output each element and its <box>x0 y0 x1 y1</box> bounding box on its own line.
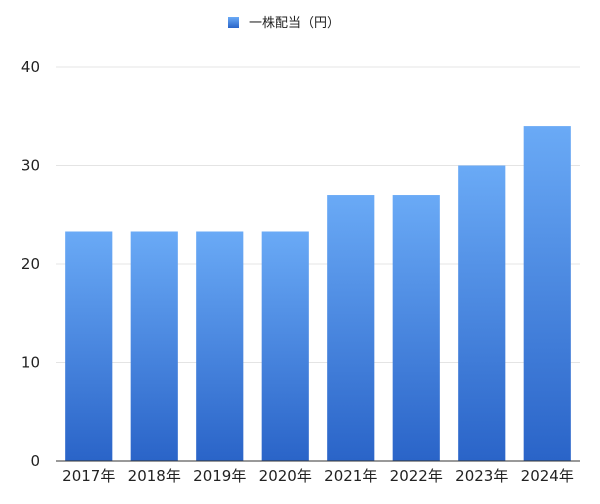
x-tick-label: 2022年 <box>390 467 443 485</box>
bar <box>65 231 113 461</box>
bar <box>261 231 309 461</box>
x-tick-label: 2021年 <box>324 467 377 485</box>
y-tick-label: 10 <box>21 354 40 372</box>
legend-swatch <box>228 17 239 28</box>
x-axis-ticks: 2017年 2018年 2019年 2020年 2021年 2022年 2023年 2024年 <box>62 467 574 485</box>
y-tick-label: 30 <box>21 157 40 175</box>
y-tick-label: 20 <box>21 255 40 273</box>
bar <box>392 195 440 462</box>
bars <box>65 126 571 462</box>
legend: 一株配当（円） <box>228 16 340 31</box>
bar <box>130 231 178 461</box>
x-tick-label: 2020年 <box>259 467 312 485</box>
legend-label: 一株配当（円） <box>249 16 340 31</box>
x-tick-label: 2023年 <box>455 467 508 485</box>
x-tick-label: 2017年 <box>62 467 115 485</box>
bar <box>196 231 244 461</box>
x-tick-label: 2024年 <box>521 467 574 485</box>
x-tick-label: 2018年 <box>128 467 181 485</box>
y-axis-ticks: 0 10 20 30 40 <box>21 58 40 470</box>
y-tick-label: 0 <box>30 452 40 470</box>
x-tick-label: 2019年 <box>193 467 246 485</box>
bar <box>458 165 506 461</box>
bar <box>327 195 375 462</box>
bar <box>523 126 571 461</box>
y-tick-label: 40 <box>21 58 40 76</box>
